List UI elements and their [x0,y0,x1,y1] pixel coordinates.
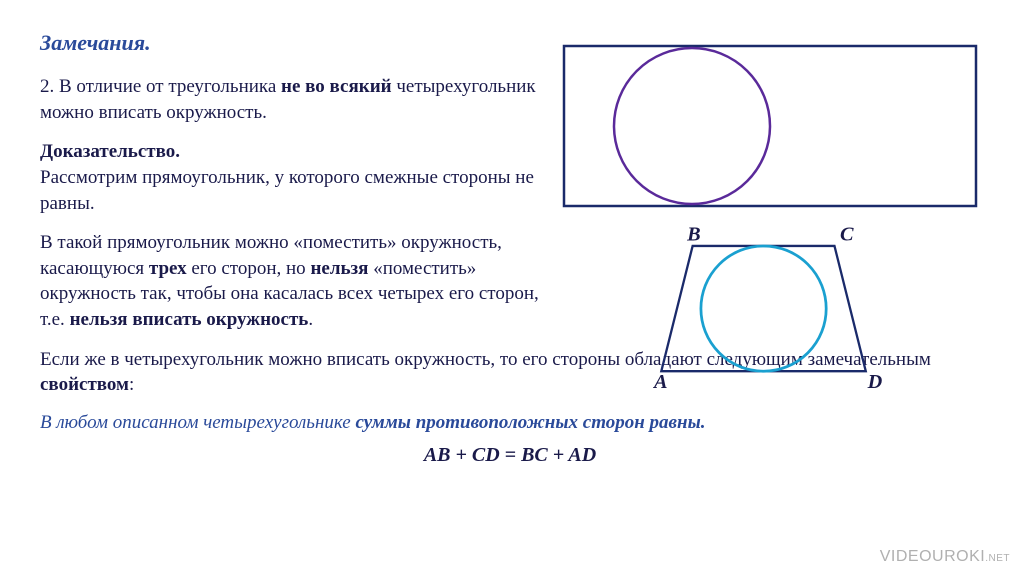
label-A: A [652,371,668,393]
property-line: В любом описанном четырехугольнике суммы… [40,412,984,434]
p3c: его сторон, но [187,258,311,279]
p4c: : [129,374,134,395]
property-a: В любом описанном четырехугольнике [40,412,355,433]
watermark: VIDEOUROKI.NET [880,548,1010,566]
property-b: суммы противоположных сторон равны. [355,412,705,433]
watermark-main: VIDEOUROKI [880,548,985,565]
circle-in-trap [701,246,826,371]
watermark-suffix: .NET [985,553,1010,564]
p3f: нельзя вписать окружность [70,309,309,330]
p3g: . [308,309,313,330]
para-3: В такой прямоугольник можно «поместить» … [40,230,560,333]
circle-in-rect [614,48,770,204]
p3d: нельзя [310,258,368,279]
diagram-trapezoid-circle: B C A D [650,222,890,397]
p2-bold: Доказательство. [40,141,180,162]
p4b: свойством [40,374,129,395]
trapezoid-shape [661,246,865,371]
left-column: 2. В отличие от треугольника не во всяки… [40,74,560,333]
formula: AB + CD = BC + AD [40,444,980,467]
p1-bold: не во всякий [281,76,392,97]
label-D: D [867,371,883,393]
para-2: Доказательство. Рассмотрим прямоугольник… [40,139,560,216]
p1-prefix: 2. В отличие от треугольника [40,76,281,97]
p2-rest: Рассмотрим прямоугольник, у которого сме… [40,167,534,214]
diagram-rectangle-circle [562,42,980,210]
label-C: C [840,223,854,245]
label-B: B [686,223,701,245]
para-1: 2. В отличие от треугольника не во всяки… [40,74,560,125]
p3b: трех [149,258,187,279]
